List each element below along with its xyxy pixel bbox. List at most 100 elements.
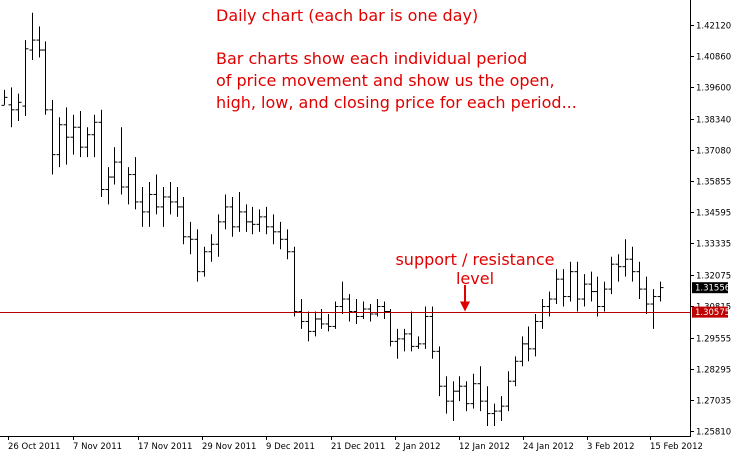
ohlc-bar xyxy=(84,127,91,158)
y-tick-label: 1.33335 xyxy=(696,240,731,250)
ohlc-bar xyxy=(236,191,243,232)
ohlc-bar xyxy=(222,194,229,230)
price-tags: 1.31556 1.30575 xyxy=(692,282,730,318)
ohlc-bar xyxy=(657,281,664,302)
ohlc-bar xyxy=(29,12,36,61)
ohlc-bar xyxy=(622,239,629,277)
ohlc-bar xyxy=(77,111,84,158)
ohlc-bar xyxy=(553,269,560,305)
ohlc-bar xyxy=(187,221,194,255)
ohlc-bar xyxy=(256,209,263,232)
ohlc-bar xyxy=(650,289,657,329)
ohlc-bar xyxy=(312,311,319,337)
ohlc-bar xyxy=(229,196,236,237)
ohlc-bar xyxy=(525,326,532,362)
y-tick-label: 1.39600 xyxy=(696,84,731,94)
ohlc-bar xyxy=(125,167,132,205)
ohlc-bar xyxy=(374,299,381,317)
y-tick-label: 1.32075 xyxy=(696,272,731,282)
level-label-line-2: level xyxy=(455,269,495,288)
ohlc-bar xyxy=(346,294,353,322)
ohlc-bar xyxy=(408,311,415,352)
ohlc-bar xyxy=(463,381,470,412)
ohlc-bar xyxy=(567,261,574,302)
description-line-2: of price movement and show us the open, xyxy=(216,71,555,90)
ohlc-bar xyxy=(643,276,650,314)
ohlc-bar xyxy=(243,204,250,232)
ohlc-bar xyxy=(180,196,187,245)
ohlc-bar xyxy=(608,256,615,295)
ohlc-bar xyxy=(277,221,284,250)
ohlc-bar xyxy=(443,376,450,414)
level-price-tag: 1.30575 xyxy=(692,306,730,318)
ohlc-bar xyxy=(594,276,601,317)
ohlc-bar xyxy=(36,26,43,58)
bar-chart-description: Bar charts show each individual period o… xyxy=(216,48,577,114)
x-tick-label: 3 Feb 2012 xyxy=(587,442,635,452)
ohlc-bar xyxy=(429,306,436,359)
ohlc-bar xyxy=(270,214,277,245)
ohlc-bar xyxy=(167,182,174,215)
x-tick-label: 15 Feb 2012 xyxy=(650,442,703,452)
ohlc-bar xyxy=(477,366,484,412)
ohlc-bar xyxy=(615,254,622,282)
ohlc-bar xyxy=(532,313,539,357)
ohlc-bar xyxy=(360,301,367,319)
time-axis-ticks: 26 Oct 2011 7 Nov 2011 17 Nov 2011 29 Nov 2… xyxy=(8,436,703,452)
ohlc-bar xyxy=(505,371,512,412)
ohlc-bar xyxy=(208,234,215,262)
ohlc-bar xyxy=(387,309,394,347)
ohlc-bar xyxy=(15,93,22,122)
ohlc-bar xyxy=(194,229,201,282)
ohlc-bar xyxy=(174,186,181,217)
ohlc-bar xyxy=(284,229,291,260)
description-line-1: Bar charts show each individual period xyxy=(216,49,528,68)
ohlc-bar xyxy=(484,386,491,427)
x-tick-label: 12 Jan 2012 xyxy=(459,442,510,452)
ohlc-bar xyxy=(456,376,463,402)
ohlc-bar xyxy=(132,157,139,210)
ohlc-bar xyxy=(636,261,643,300)
ohlc-bar xyxy=(305,311,312,342)
support-resistance-annotation: support / resistance level xyxy=(386,250,564,288)
ohlc-bar xyxy=(8,87,15,128)
ohlc-bar xyxy=(1,89,8,106)
ohlc-bar xyxy=(353,299,360,324)
y-tick-label: 1.27035 xyxy=(696,397,731,407)
x-tick-label: 21 Dec 2011 xyxy=(331,442,385,452)
ohlc-bar xyxy=(98,109,105,197)
ohlc-bar xyxy=(381,301,388,319)
ohlc-bar xyxy=(201,246,208,277)
y-tick-label: 1.40860 xyxy=(696,53,731,63)
ohlc-bar xyxy=(415,336,422,349)
ohlc-bar xyxy=(49,99,56,175)
current-price-tag: 1.31556 xyxy=(692,282,730,294)
description-line-3: high, low, and closing price for each pe… xyxy=(216,93,577,112)
ohlc-bar xyxy=(263,206,270,235)
y-tick-label: 1.34595 xyxy=(696,209,731,219)
x-tick-label: 7 Nov 2011 xyxy=(73,442,122,452)
ohlc-bar xyxy=(539,299,546,329)
ohlc-bar xyxy=(436,346,443,397)
level-price-tag-label: 1.30575 xyxy=(695,308,730,318)
ohlc-bar xyxy=(91,114,98,158)
ohlc-bar xyxy=(581,274,588,307)
ohlc-bar xyxy=(332,301,339,329)
y-tick-label: 1.25810 xyxy=(696,428,731,438)
x-tick-label: 17 Nov 2011 xyxy=(138,442,192,452)
ohlc-bar xyxy=(146,182,153,227)
ohlc-bar xyxy=(560,269,567,307)
x-tick-label: 29 Nov 2011 xyxy=(202,442,256,452)
x-tick-label: 9 Dec 2011 xyxy=(266,442,315,452)
ohlc-bar xyxy=(70,114,77,155)
ohlc-bar xyxy=(588,271,595,302)
y-tick-label: 1.42120 xyxy=(696,22,731,32)
y-tick-label: 1.29555 xyxy=(696,335,731,345)
ohlc-bar xyxy=(291,246,298,317)
ohlc-bar xyxy=(153,174,160,215)
ohlc-bar xyxy=(118,127,125,195)
ohlc-bar xyxy=(498,396,505,422)
ohlc-bar xyxy=(422,306,429,349)
